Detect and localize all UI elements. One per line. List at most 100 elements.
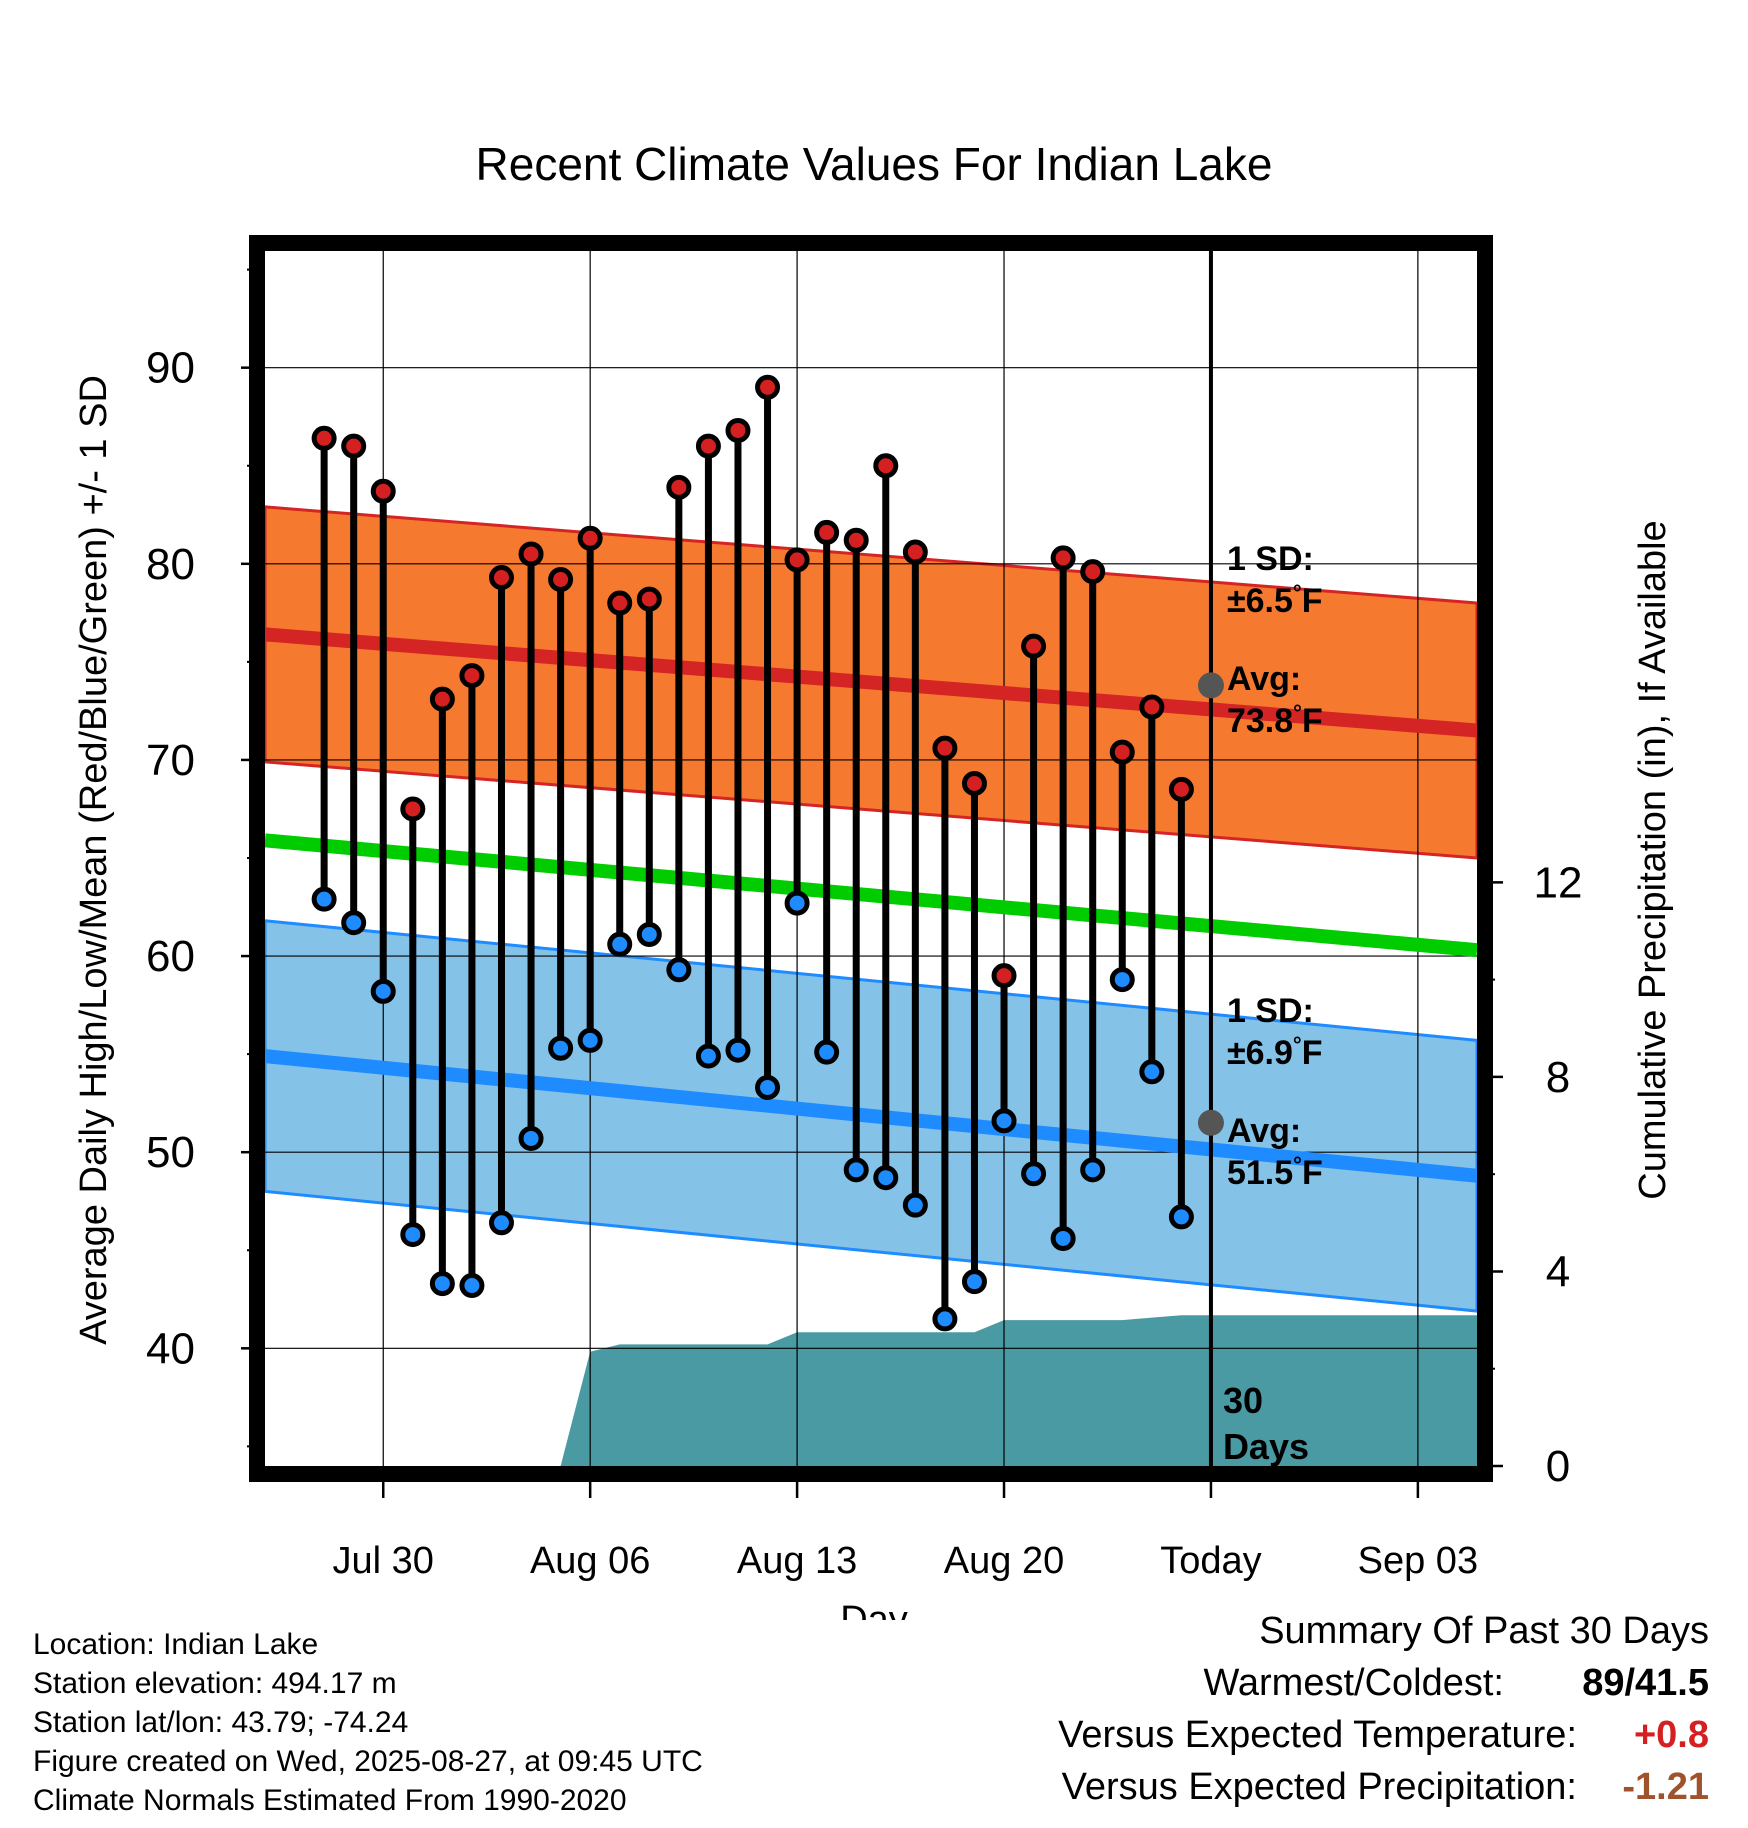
daily-low-point <box>932 1306 958 1332</box>
daily-low-point <box>814 1039 840 1065</box>
daily-low-point <box>607 931 633 957</box>
climate-chart: Recent Climate Values For Indian Lake 1 … <box>73 138 1674 1620</box>
daily-low-point <box>1050 1225 1076 1251</box>
low-avg-label: Avg: <box>1227 1112 1301 1150</box>
daily-low-point <box>1109 967 1135 993</box>
daily-high-point <box>902 539 928 565</box>
daily-low-point <box>370 978 396 1004</box>
today-high-avg-point <box>1197 672 1224 699</box>
daily-low-point <box>459 1273 485 1299</box>
daily-high-point <box>666 474 692 500</box>
window-label: 30 <box>1223 1380 1263 1421</box>
info-elevation: Station elevation: 494.17 m <box>33 1667 397 1700</box>
daily-low-point <box>873 1165 899 1191</box>
daily-high-point <box>725 417 751 443</box>
x-tick-label: Sep 03 <box>1358 1540 1478 1582</box>
y-tick-label: 70 <box>146 736 195 785</box>
daily-high-point <box>991 963 1017 989</box>
y-tick-label: 40 <box>146 1324 195 1373</box>
daily-high-point <box>695 433 721 459</box>
daily-low-point <box>518 1125 544 1151</box>
high-sd-label: 1 SD: <box>1227 540 1314 578</box>
normal-low-line <box>265 1049 1477 1183</box>
daily-high-point <box>370 478 396 504</box>
daily-high-point <box>784 547 810 573</box>
high-avg-value: 73.8°F <box>1227 700 1323 741</box>
x-tick-label: Aug 06 <box>530 1540 650 1582</box>
daily-low-point <box>577 1027 603 1053</box>
daily-high-point <box>429 686 455 712</box>
daily-high-point <box>1080 559 1106 585</box>
info-latlon: Station lat/lon: 43.79; -74.24 <box>33 1706 409 1739</box>
x-tick-label: Today <box>1160 1540 1261 1582</box>
daily-low-point <box>843 1157 869 1183</box>
daily-low-point <box>991 1108 1017 1134</box>
x-axis-label: Day <box>840 1599 908 1620</box>
low-sd-label: 1 SD: <box>1227 992 1314 1030</box>
daily-low-point <box>548 1035 574 1061</box>
daily-low-point <box>695 1043 721 1069</box>
daily-high-point <box>1021 633 1047 659</box>
daily-low-point <box>400 1222 426 1248</box>
normal-high-line <box>265 627 1477 738</box>
daily-low-point <box>755 1074 781 1100</box>
low-avg-value: 51.5°F <box>1227 1152 1323 1193</box>
daily-high-point <box>636 586 662 612</box>
daily-low-point <box>488 1210 514 1236</box>
x-tick-label: Jul 30 <box>333 1540 434 1582</box>
daily-low-point <box>1021 1161 1047 1187</box>
daily-low-point <box>311 886 337 912</box>
daily-high-point <box>1050 545 1076 571</box>
daily-high-point <box>607 590 633 616</box>
summary-title: Summary Of Past 30 Days <box>1259 1610 1709 1652</box>
y-tick-label: 80 <box>146 540 195 589</box>
daily-high-point <box>1139 694 1165 720</box>
daily-low-point <box>429 1271 455 1297</box>
summary-warmest-value: 89/41.5 <box>1582 1662 1709 1704</box>
y2-tick-label: 12 <box>1534 858 1583 907</box>
summary-precip-value: -1.21 <box>1622 1766 1709 1808</box>
normal-mean-line <box>265 833 1477 958</box>
today-low-avg-point <box>1197 1109 1224 1136</box>
daily-high-point <box>577 525 603 551</box>
x-tick-label: Aug 13 <box>737 1540 857 1582</box>
summary-precip-label: Versus Expected Precipitation: <box>1061 1766 1577 1808</box>
daily-high-point <box>932 735 958 761</box>
daily-high-point <box>488 565 514 591</box>
summary-temp-label: Versus Expected Temperature: <box>1058 1714 1577 1756</box>
precip-area <box>265 1315 1477 1466</box>
x-tick-label: Aug 20 <box>944 1540 1064 1582</box>
daily-high-point <box>843 527 869 553</box>
summary-panel: Summary Of Past 30 Days Warmest/Coldest:… <box>809 1610 1709 1818</box>
chart-title: Recent Climate Values For Indian Lake <box>476 138 1273 190</box>
daily-low-point <box>341 910 367 936</box>
daily-high-point <box>311 425 337 451</box>
y2-axis-label: Cumulative Precipitation (in), If Availa… <box>1632 520 1674 1199</box>
daily-low-point <box>725 1037 751 1063</box>
summary-temp-value: +0.8 <box>1633 1714 1709 1756</box>
high-avg-label: Avg: <box>1227 660 1301 698</box>
y-tick-label: 90 <box>146 344 195 393</box>
high-sd-value: ±6.5°F <box>1227 580 1323 621</box>
daily-low-point <box>1080 1157 1106 1183</box>
y2-tick-label: 4 <box>1546 1247 1570 1296</box>
station-info: Location: Indian Lake Station elevation:… <box>33 1625 703 1820</box>
daily-high-point <box>1109 739 1135 765</box>
daily-low-point <box>666 957 692 983</box>
daily-low-point <box>1168 1204 1194 1230</box>
daily-high-point <box>755 374 781 400</box>
daily-low-point <box>902 1192 928 1218</box>
info-created: Figure created on Wed, 2025-08-27, at 09… <box>33 1745 703 1778</box>
y-tick-label: 60 <box>146 932 195 981</box>
daily-high-point <box>873 453 899 479</box>
daily-high-point <box>814 519 840 545</box>
y2-tick-label: 8 <box>1546 1053 1570 1102</box>
daily-high-point <box>400 796 426 822</box>
daily-low-point <box>636 921 662 947</box>
low-sd-value: ±6.9°F <box>1227 1032 1323 1073</box>
daily-high-point <box>961 770 987 796</box>
daily-high-point <box>459 663 485 689</box>
daily-high-point <box>1168 776 1194 802</box>
info-normals: Climate Normals Estimated From 1990-2020 <box>33 1784 627 1817</box>
y-axis-label: Average Daily High/Low/Mean (Red/Blue/Gr… <box>73 375 115 1345</box>
